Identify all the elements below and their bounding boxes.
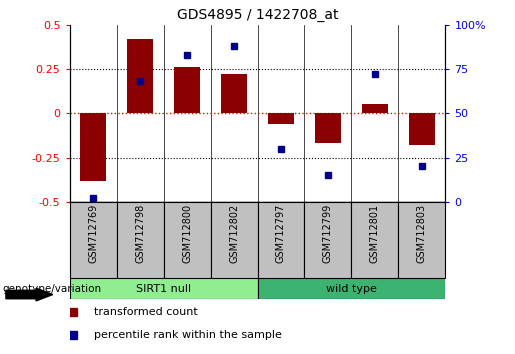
Text: GSM712798: GSM712798 xyxy=(135,204,145,263)
Bar xyxy=(116,202,164,278)
Bar xyxy=(70,278,258,299)
Text: SIRT1 null: SIRT1 null xyxy=(136,284,191,293)
Text: GSM712803: GSM712803 xyxy=(417,204,427,263)
Bar xyxy=(409,113,435,145)
Text: GSM712769: GSM712769 xyxy=(88,204,98,263)
Text: GSM712802: GSM712802 xyxy=(229,204,239,263)
Bar xyxy=(258,202,304,278)
Bar xyxy=(70,202,116,278)
Text: percentile rank within the sample: percentile rank within the sample xyxy=(94,330,282,341)
Text: genotype/variation: genotype/variation xyxy=(3,284,101,293)
Text: GSM712801: GSM712801 xyxy=(370,204,380,263)
Bar xyxy=(221,74,247,113)
Bar xyxy=(211,202,258,278)
Text: transformed count: transformed count xyxy=(94,307,198,318)
Text: GSM712797: GSM712797 xyxy=(276,204,286,263)
Bar xyxy=(80,113,106,181)
Bar xyxy=(127,39,153,113)
Bar xyxy=(315,113,341,143)
Bar xyxy=(268,113,294,124)
Bar xyxy=(352,202,399,278)
Text: wild type: wild type xyxy=(326,284,377,293)
Text: GSM712799: GSM712799 xyxy=(323,204,333,263)
FancyArrow shape xyxy=(6,288,53,301)
Bar xyxy=(362,104,388,113)
Bar xyxy=(399,202,445,278)
Bar xyxy=(164,202,211,278)
Bar xyxy=(258,278,445,299)
Bar xyxy=(174,67,200,113)
Title: GDS4895 / 1422708_at: GDS4895 / 1422708_at xyxy=(177,8,338,22)
Text: GSM712800: GSM712800 xyxy=(182,204,192,263)
Bar xyxy=(304,202,352,278)
